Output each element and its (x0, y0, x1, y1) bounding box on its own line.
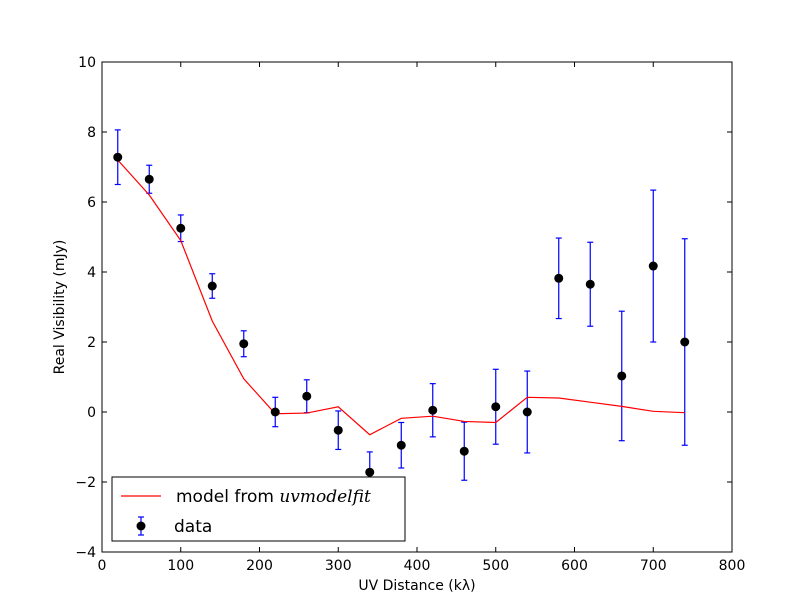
data-point (365, 467, 375, 477)
legend: model from uvmodelfit data (111, 476, 406, 542)
data-point (617, 371, 627, 381)
model-line (117, 159, 685, 436)
plot-layer (113, 129, 690, 494)
y-tick-label: −2 (75, 475, 96, 491)
x-tick-label: 100 (167, 558, 194, 574)
x-tick-label: 300 (325, 558, 352, 574)
x-tick-label: 0 (98, 558, 107, 574)
y-tick-label: 0 (87, 405, 96, 421)
y-tick-label: 6 (87, 195, 96, 211)
data-point (270, 407, 280, 417)
ticks-layer: 0 100 200 300 400 500 600 700 800 −4 −2 0 2 4 6 8 10 (75, 55, 745, 574)
legend-data-label: data (174, 517, 212, 537)
legend-data-swatch (136, 516, 146, 536)
x-tick-label: 500 (482, 558, 509, 574)
data-point (302, 391, 312, 401)
data-point (396, 440, 406, 450)
legend-model-prefix: model from (176, 487, 279, 507)
legend-model-math: uvmodelfit (279, 487, 371, 507)
data-point (428, 405, 438, 415)
y-tick-label: 4 (87, 265, 96, 281)
data-point (680, 337, 690, 347)
x-tick-label: 600 (561, 558, 588, 574)
data-point (113, 152, 123, 162)
data-point (522, 407, 532, 417)
data-point (176, 223, 186, 233)
legend-data-marker (136, 521, 146, 531)
data-point (491, 402, 501, 412)
data-point (585, 279, 595, 289)
legend-model-label: model from uvmodelfit (176, 487, 371, 507)
x-tick-label: 400 (404, 558, 431, 574)
x-tick-label: 800 (719, 558, 746, 574)
data-point (207, 281, 217, 291)
x-tick-label: 200 (246, 558, 273, 574)
data-point (554, 273, 564, 283)
x-axis-label: UV Distance (kλ) (358, 578, 475, 594)
data-point (144, 174, 154, 184)
y-tick-label: −4 (75, 545, 96, 561)
y-axis-label: Real Visibility (mJy) (52, 240, 68, 375)
data-point (239, 339, 249, 349)
data-point (459, 446, 469, 456)
y-tick-label: 10 (78, 55, 96, 71)
y-tick-label: 8 (87, 125, 96, 141)
data-point (648, 261, 658, 271)
x-tick-label: 700 (640, 558, 667, 574)
data-point (333, 425, 343, 435)
axes-frame (101, 61, 733, 553)
y-tick-label: 2 (87, 335, 96, 351)
legend-box (111, 476, 406, 542)
